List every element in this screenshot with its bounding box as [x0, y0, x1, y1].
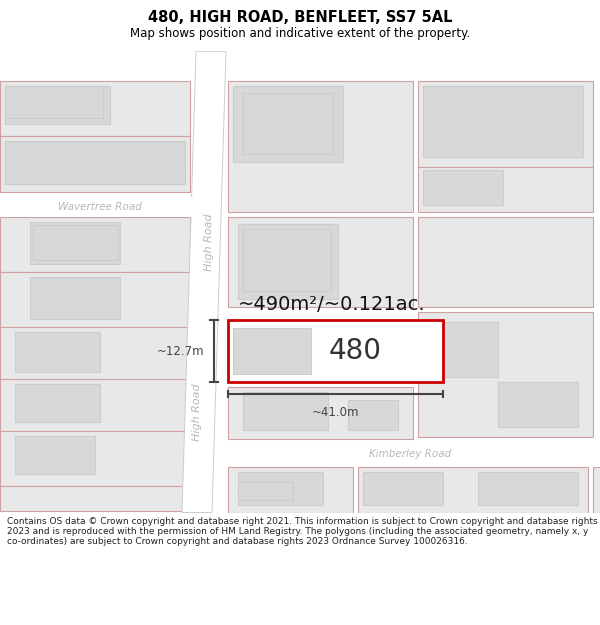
- Bar: [243, 93, 333, 154]
- Bar: [0, 217, 190, 272]
- Bar: [498, 382, 578, 428]
- Bar: [220, 444, 600, 464]
- Polygon shape: [182, 51, 226, 512]
- Text: Contains OS data © Crown copyright and database right 2021. This information is : Contains OS data © Crown copyright and d…: [7, 516, 598, 546]
- Bar: [418, 312, 593, 438]
- Bar: [0, 136, 190, 192]
- Bar: [423, 322, 498, 377]
- Text: High Road: High Road: [192, 383, 202, 441]
- Bar: [30, 222, 120, 264]
- Bar: [418, 166, 593, 212]
- Bar: [228, 468, 353, 512]
- Bar: [233, 328, 311, 374]
- Text: 480: 480: [329, 337, 382, 365]
- Bar: [243, 392, 328, 430]
- Bar: [423, 86, 583, 156]
- Bar: [238, 482, 293, 501]
- Bar: [15, 332, 100, 372]
- Text: Map shows position and indicative extent of the property.: Map shows position and indicative extent…: [130, 27, 470, 40]
- Bar: [0, 431, 190, 486]
- Text: Wavertree Road: Wavertree Road: [58, 202, 142, 212]
- Bar: [0, 379, 190, 431]
- Text: 480, HIGH ROAD, BENFLEET, SS7 5AL: 480, HIGH ROAD, BENFLEET, SS7 5AL: [148, 10, 452, 25]
- Bar: [0, 272, 190, 327]
- Bar: [418, 81, 593, 167]
- Bar: [238, 472, 323, 506]
- Bar: [228, 217, 413, 307]
- Bar: [348, 400, 398, 430]
- Text: Kimberley Road: Kimberley Road: [369, 449, 451, 459]
- Text: ~12.7m: ~12.7m: [157, 344, 204, 357]
- Bar: [238, 224, 338, 299]
- Bar: [233, 86, 343, 161]
- Bar: [358, 468, 588, 512]
- Bar: [228, 387, 413, 439]
- Bar: [5, 141, 185, 184]
- Text: ~41.0m: ~41.0m: [312, 406, 359, 419]
- Bar: [418, 217, 593, 307]
- Bar: [593, 468, 600, 512]
- Bar: [243, 229, 331, 291]
- Bar: [15, 436, 95, 474]
- Bar: [228, 81, 413, 212]
- Bar: [478, 472, 578, 506]
- Bar: [5, 86, 110, 124]
- Bar: [5, 86, 103, 118]
- Bar: [30, 277, 120, 319]
- Bar: [228, 320, 443, 382]
- Bar: [0, 81, 190, 136]
- Bar: [0, 197, 195, 217]
- Bar: [363, 472, 443, 506]
- Bar: [0, 327, 190, 379]
- Bar: [423, 169, 503, 204]
- Text: High Road: High Road: [204, 213, 214, 271]
- Bar: [33, 225, 118, 260]
- Bar: [0, 486, 190, 511]
- Text: ~490m²/~0.121ac.: ~490m²/~0.121ac.: [238, 296, 425, 314]
- Bar: [15, 384, 100, 423]
